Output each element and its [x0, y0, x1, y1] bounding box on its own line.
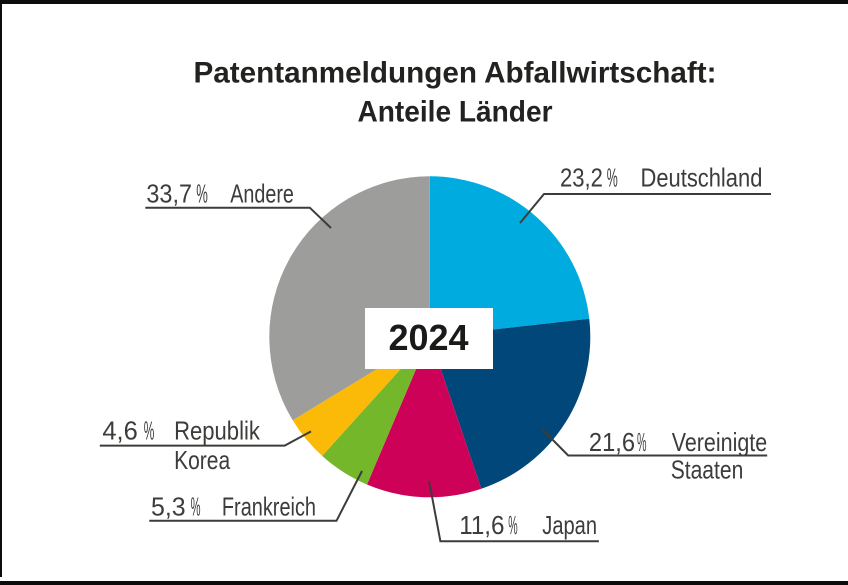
svg-text:4,6: 4,6: [102, 416, 137, 446]
svg-text:11,6: 11,6: [459, 510, 504, 540]
svg-text:%: %: [196, 179, 208, 209]
svg-text:Vereinigte: Vereinigte: [672, 427, 768, 457]
svg-text:Republik: Republik: [174, 416, 261, 446]
svg-text:21,6: 21,6: [589, 427, 635, 457]
svg-text:Patentanmeldungen Abfallwirtsc: Patentanmeldungen Abfallwirtschaft:: [194, 56, 717, 89]
svg-text:Frankreich: Frankreich: [222, 491, 316, 521]
svg-text:%: %: [191, 491, 201, 521]
svg-text:%: %: [637, 427, 647, 457]
svg-text:%: %: [607, 163, 618, 193]
svg-text:2024: 2024: [388, 317, 468, 358]
svg-text:%: %: [508, 510, 517, 540]
svg-text:23,2: 23,2: [560, 163, 603, 193]
svg-text:Andere: Andere: [230, 179, 294, 209]
svg-text:Japan: Japan: [542, 510, 597, 540]
svg-text:%: %: [144, 416, 155, 446]
svg-text:Staaten: Staaten: [671, 455, 744, 485]
svg-text:33,7: 33,7: [146, 179, 192, 209]
svg-text:5,3: 5,3: [151, 491, 186, 521]
svg-text:Korea: Korea: [174, 445, 231, 475]
svg-text:Deutschland: Deutschland: [641, 163, 763, 193]
svg-text:Anteile Länder: Anteile Länder: [358, 95, 553, 128]
